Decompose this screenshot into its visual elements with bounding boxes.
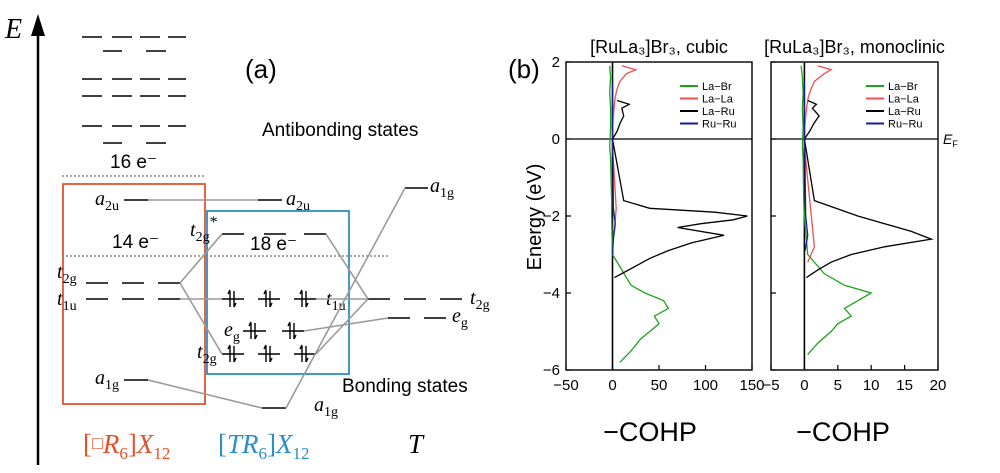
antibonding-states-label: Antibonding states [262, 120, 418, 141]
legend-entry: La−Br [702, 81, 732, 93]
mo-connectors [147, 187, 406, 409]
series-line-0 [609, 65, 670, 363]
center-a1g-label: a1g [314, 394, 338, 420]
y-tick-label: −4 [543, 285, 560, 302]
electron-pairs [227, 289, 309, 363]
series-line-1 [611, 65, 638, 232]
right-eg-label: eg [452, 305, 468, 331]
legend-entry: La−La [888, 94, 920, 106]
right-t2g-label: t2g [470, 287, 490, 313]
electron-count-14: 14 e⁻ [112, 232, 159, 253]
x-tick-label: 150 [739, 377, 764, 394]
panel-b-label: (b) [508, 54, 540, 84]
left-t1u-label: t1u [57, 288, 77, 314]
left-a1g-label: a1g [95, 367, 119, 393]
x-tick-label: −5 [762, 377, 779, 394]
cohp-xlabel-cubic: −COHP [603, 417, 697, 447]
cohp-plots: [RuLa₃]Br₃, cubic−50 0 50 100 150−6−4−202La−… [543, 37, 946, 394]
center-t1u-label: t1u [326, 288, 346, 314]
energy-ylabel: Energy (eV) [524, 164, 546, 271]
series-line-2 [803, 99, 934, 279]
x-tick-label: 10 [863, 377, 880, 394]
electron-count-18: 18 e⁻ [250, 234, 297, 255]
x-tick-label: 100 [693, 377, 718, 394]
center-levels [222, 199, 326, 409]
y-tick-label: −6 [543, 362, 560, 379]
bonding-states-label: Bonding states [342, 376, 468, 397]
y-tick-label: −2 [543, 208, 560, 225]
left-a2u-label: a2u [95, 188, 119, 214]
series-line-3 [803, 81, 809, 251]
legend-entry: La−Br [888, 81, 918, 93]
x-tick-label: 0 [608, 377, 616, 394]
legend-entry: Ru−Ru [888, 119, 923, 131]
right-levels [368, 187, 462, 319]
x-tick-label: 5 [834, 377, 842, 394]
left-fragment-box [62, 183, 206, 405]
right-fragment-label: T [408, 429, 425, 459]
energy-axis-arrowhead [31, 14, 45, 36]
center-a2u-label: a2u [286, 188, 310, 214]
legend-entry: La−Ru [888, 106, 921, 118]
y-tick-label: 0 [552, 131, 560, 148]
panel-b-cohp: (b) Energy (eV) −COHP −COHP EF [RuLa₃]Br… [508, 37, 958, 447]
x-tick-label: 20 [930, 377, 947, 394]
x-tick-label: −50 [553, 377, 578, 394]
series-line-3 [611, 81, 616, 255]
plot-title: [RuLa₃]Br₃, monoclinic [764, 37, 945, 57]
legend-entry: La−Ru [702, 106, 735, 118]
center-eg-label: eg [224, 319, 240, 345]
plot-title: [RuLa₃]Br₃, cubic [590, 37, 728, 57]
cohp-plot-0: [RuLa₃]Br₃, cubic −50 0 50 100 150 −6 −4 −2 0 2 La−… [543, 37, 765, 394]
series-line-0 [800, 65, 873, 356]
right-a1g-label: a1g [430, 175, 454, 201]
electron-count-16: 16 e⁻ [110, 152, 157, 173]
center-t2g-star-label: t2g* [190, 214, 218, 245]
x-tick-label: 50 [651, 377, 668, 394]
x-tick-label: 0 [800, 377, 808, 394]
energy-axis-label: E [4, 14, 22, 45]
panel-a-label: (a) [245, 54, 277, 84]
cohp-plot-1: [RuLa₃]Br₃, monoclinic−5 0 5 10 15 20La−BrLa−… [762, 37, 946, 394]
left-levels [86, 199, 180, 381]
center-t2g-label: t2g [197, 341, 217, 367]
x-tick-label: 15 [896, 377, 913, 394]
y-tick-label: 2 [552, 54, 560, 71]
cohp-xlabel-monoclinic: −COHP [796, 417, 890, 447]
fermi-label: EF [943, 131, 958, 149]
center-fragment-label: [TR6]X12 [218, 429, 310, 463]
panel-a-mo-diagram: E (a) Antibonding states 16 e⁻ 14 e⁻ 18 … [4, 14, 490, 465]
antibonding-levels [82, 36, 186, 144]
legend-entry: Ru−Ru [702, 119, 737, 131]
legend-entry: La−La [702, 94, 734, 106]
left-t2g-label: t2g [57, 261, 77, 287]
series-line-2 [611, 99, 748, 279]
left-fragment-label: [□R6]X12 [83, 429, 170, 463]
